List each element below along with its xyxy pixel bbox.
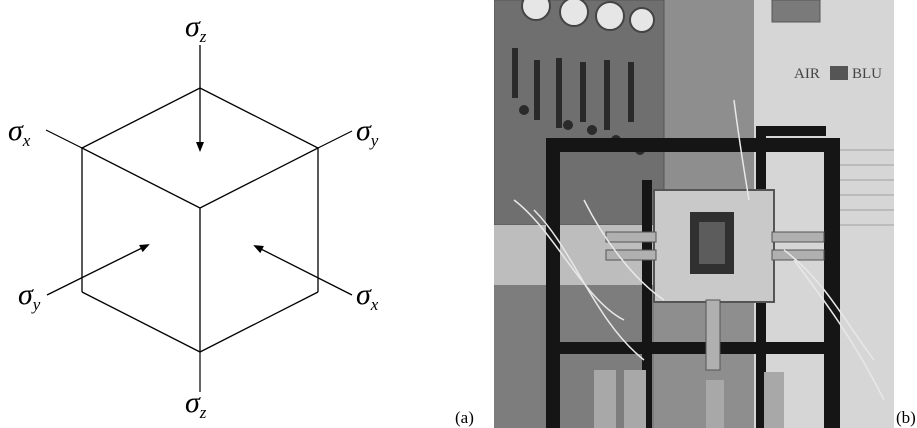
sigma-z-bottom-label: σz: [185, 386, 207, 422]
sigma-y-left-label: σy: [18, 278, 41, 314]
sigma-y-right-label: σy: [356, 114, 379, 150]
panel-label-b: (b): [896, 408, 916, 427]
cube-edge-bottom-left: [81, 291, 201, 353]
sigma-x-right-label: σx: [356, 278, 379, 314]
cabinet-sign-text-partial: BLU: [852, 66, 882, 82]
sigma-x-left-label: σx: [8, 114, 31, 150]
stress-cube-diagram: σz σx σy σy σx σz: [8, 10, 379, 422]
panel-label-a: (a): [455, 408, 474, 427]
apparatus-photo-illustration: AIR BLU: [494, 0, 894, 428]
sigma-y-left-arrow: [46, 244, 150, 296]
sigma-y-right-line: [317, 130, 353, 149]
sigma-z-top-label: σz: [185, 10, 207, 46]
sigma-x-left-line: [45, 129, 83, 149]
cube-edge-bottom-right: [199, 291, 319, 353]
pressure-gauges: [521, 0, 655, 33]
apparatus-photo: AIR BLU: [494, 0, 894, 428]
cabinet-sign-text: AIR: [794, 66, 820, 82]
sigma-x-right-arrow: [253, 245, 353, 296]
